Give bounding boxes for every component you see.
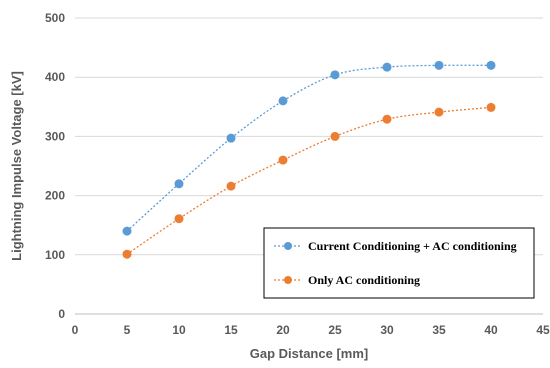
y-tick-label: 300 [45, 129, 65, 143]
data-point [226, 133, 236, 143]
legend-label: Current Conditioning + AC conditioning [308, 239, 517, 253]
data-point [278, 155, 288, 165]
x-tick-label: 25 [328, 323, 342, 337]
data-point [174, 214, 184, 224]
x-tick-label: 0 [72, 323, 79, 337]
legend-box [263, 227, 535, 299]
data-point [382, 62, 392, 72]
x-tick-label: 5 [124, 323, 131, 337]
y-tick-label: 200 [45, 189, 65, 203]
data-point [330, 70, 340, 80]
y-axis-title: Lightning Impulse Voltage [kV] [9, 71, 24, 261]
data-point [434, 107, 444, 117]
data-point [330, 131, 340, 141]
legend: Current Conditioning + AC conditioning On… [263, 227, 535, 299]
x-tick-label: 10 [172, 323, 186, 337]
data-point [174, 179, 184, 189]
series-layer [122, 60, 496, 259]
data-point [486, 60, 496, 70]
data-point [122, 226, 132, 236]
legend-swatch-marker [284, 276, 292, 284]
legend-label: Only AC conditioning [308, 273, 420, 287]
x-tick-label: 45 [536, 323, 550, 337]
data-point [122, 249, 132, 259]
data-point [434, 60, 444, 70]
data-point [226, 181, 236, 191]
x-tick-label: 30 [380, 323, 394, 337]
x-tick-label: 15 [224, 323, 238, 337]
data-point [382, 114, 392, 124]
data-point [486, 102, 496, 112]
x-tick-label: 35 [432, 323, 446, 337]
y-tick-label: 500 [45, 11, 65, 25]
x-axis-title: Gap Distance [mm] [250, 346, 368, 361]
series-line [126, 64, 492, 232]
legend-swatch-marker [284, 242, 292, 250]
tick-labels: 0 100 200 300 400 500 0 5 10 15 20 25 30 35 40 45 [45, 11, 550, 337]
y-tick-label: 100 [45, 248, 65, 262]
gridlines [75, 17, 543, 315]
x-tick-label: 20 [276, 323, 290, 337]
y-tick-label: 400 [45, 70, 65, 84]
x-tick-label: 40 [484, 323, 498, 337]
series-line [126, 106, 492, 255]
data-point [278, 96, 288, 106]
y-tick-label: 0 [58, 307, 65, 321]
